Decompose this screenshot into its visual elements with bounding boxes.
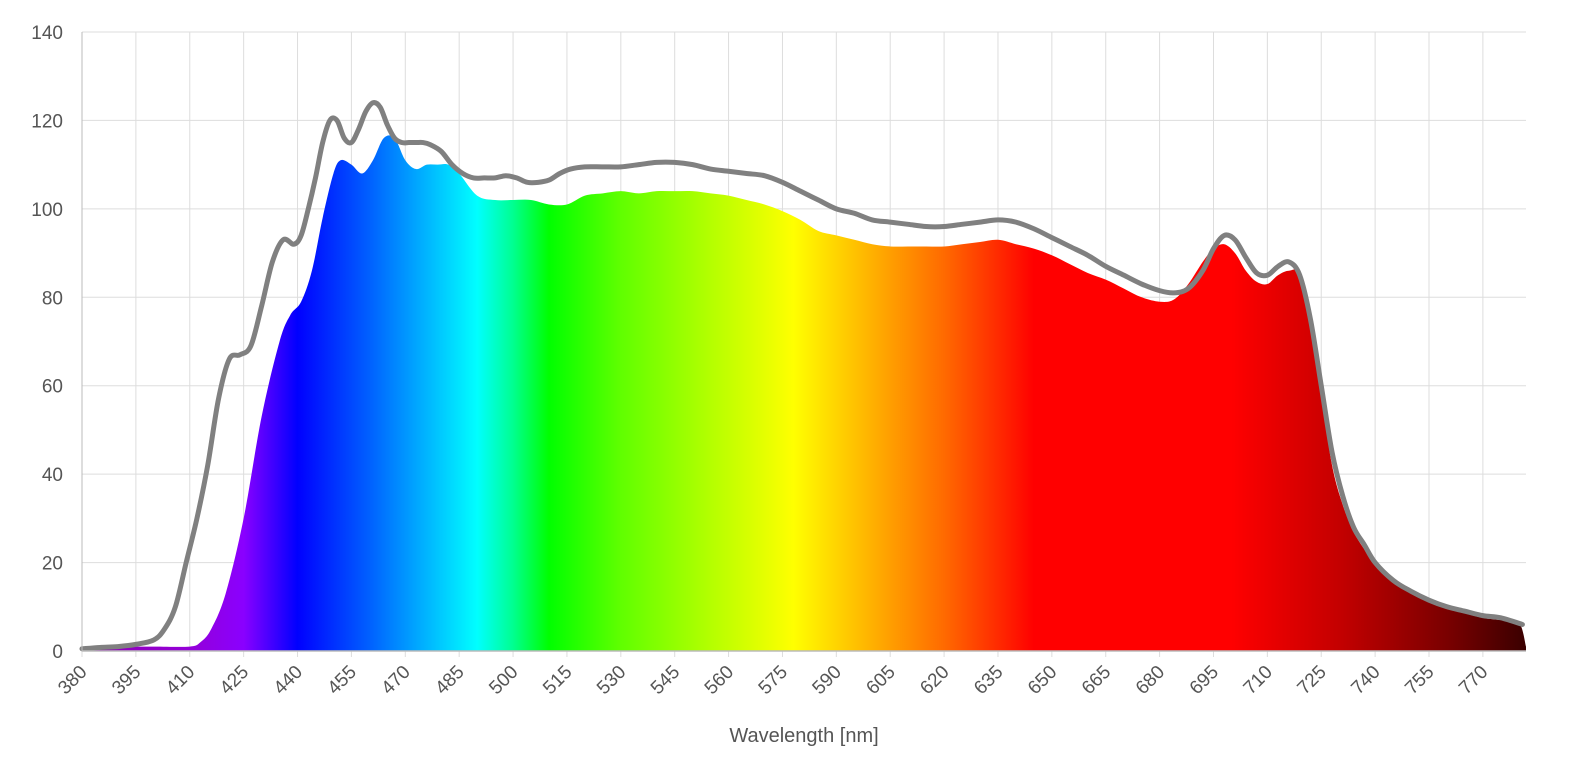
y-tick-label: 20: [42, 554, 63, 575]
x-tick-label: 710: [1240, 662, 1277, 699]
x-tick-label: 410: [162, 662, 199, 699]
x-tick-label: 470: [378, 662, 415, 699]
y-tick-label: 140: [31, 23, 63, 44]
x-tick-label: 725: [1294, 662, 1331, 699]
axes: [81, 32, 1526, 652]
x-tick-label: 485: [431, 662, 468, 699]
x-tick-label: 635: [970, 662, 1007, 699]
x-tick-label: 560: [701, 662, 738, 699]
x-axis-ticks: 380 395 410 425 440 455 470 485 500 515 530 545 560 5…: [54, 662, 1492, 699]
measurement-line-layer: [79, 100, 1525, 652]
y-axis-ticks: 0 20 40 60 80 100 120 140: [31, 23, 63, 663]
y-tick-label: 100: [31, 200, 63, 221]
x-tick-label: 380: [54, 662, 91, 699]
x-tick-label: 605: [862, 662, 899, 699]
x-tick-label: 620: [916, 662, 953, 699]
x-tick-label: 755: [1401, 662, 1438, 699]
spectrum-area: [82, 135, 1526, 652]
x-tick-label: 770: [1455, 662, 1492, 699]
measurement-line: [79, 100, 1525, 652]
x-tick-label: 590: [809, 662, 846, 699]
x-tick-label: 530: [593, 662, 630, 699]
y-tick-label: 120: [31, 111, 63, 132]
x-tick-label: 395: [108, 662, 145, 699]
y-tick-label: 0: [52, 642, 63, 663]
x-tick-label: 545: [647, 662, 684, 699]
spectrum-area-layer: [82, 135, 1526, 652]
x-tick-label: 680: [1132, 662, 1169, 699]
x-tick-label: 500: [485, 662, 522, 699]
x-tick-label: 515: [539, 662, 576, 699]
x-axis-title: Wavelength [nm]: [729, 725, 878, 747]
x-tick-label: 440: [270, 662, 307, 699]
x-tick-label: 425: [216, 662, 253, 699]
x-tick-label: 650: [1024, 662, 1061, 699]
x-tick-label: 575: [755, 662, 792, 699]
x-tick-label: 455: [324, 662, 361, 699]
x-tick-label: 740: [1347, 662, 1384, 699]
y-tick-label: 60: [42, 377, 63, 398]
y-tick-label: 80: [42, 288, 63, 309]
y-tick-label: 40: [42, 465, 63, 486]
x-tick-label: 695: [1186, 662, 1223, 699]
x-tick-label: 665: [1078, 662, 1115, 699]
